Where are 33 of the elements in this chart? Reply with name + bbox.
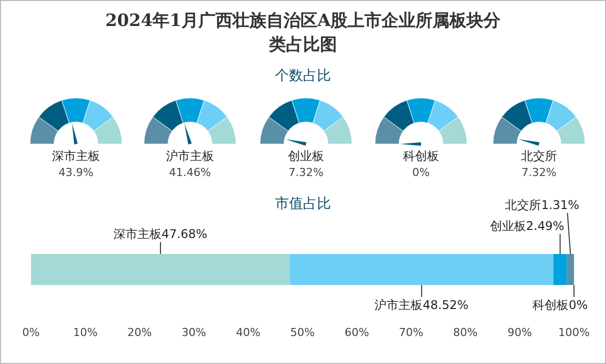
text: 北交所1.31% (505, 198, 580, 212)
x-tick-label: 80% (453, 326, 478, 339)
x-tick-label: 100% (558, 326, 590, 339)
text: 科创板0% (532, 298, 588, 312)
text: 创业板2.49% (490, 219, 564, 233)
data-label: 0% (412, 166, 430, 179)
category-label: 沪市主板 (166, 148, 214, 165)
bar (31, 254, 290, 285)
data-label: 7.32% (288, 166, 324, 179)
x-tick-label: 70% (398, 326, 424, 339)
x-tick-label: 90% (507, 326, 532, 339)
x-tick-label: 10% (73, 326, 98, 339)
category-label: 北交所 (521, 148, 557, 165)
bar (553, 254, 567, 285)
bar (290, 254, 554, 285)
bar (566, 254, 574, 285)
data-label: 43.9% (58, 166, 94, 179)
category-label: 创业板 (288, 148, 324, 165)
x-tick-label: 60% (344, 326, 370, 339)
data-label: 7.32% (522, 166, 556, 179)
x-tick-label: 30% (182, 326, 206, 339)
x-tick-label: 50% (290, 326, 315, 339)
text: 沪市主板48.52% (374, 298, 469, 312)
x-tick-label: 20% (127, 326, 152, 339)
text: 个数占比 (275, 67, 331, 85)
x-tick-label: 0% (22, 326, 40, 339)
category-label: 深市主板 (52, 148, 100, 165)
x-tick-label: 40% (236, 326, 260, 339)
data-label: 41.46% (169, 166, 211, 179)
text: 2024年1月广西壮族自治区A股上市企业所属板块分类占比图 (104, 10, 502, 57)
category-label: 科创板 (403, 148, 439, 165)
chart-title: 市值占比 (275, 195, 331, 213)
text: 深市主板47.68% (114, 227, 208, 241)
